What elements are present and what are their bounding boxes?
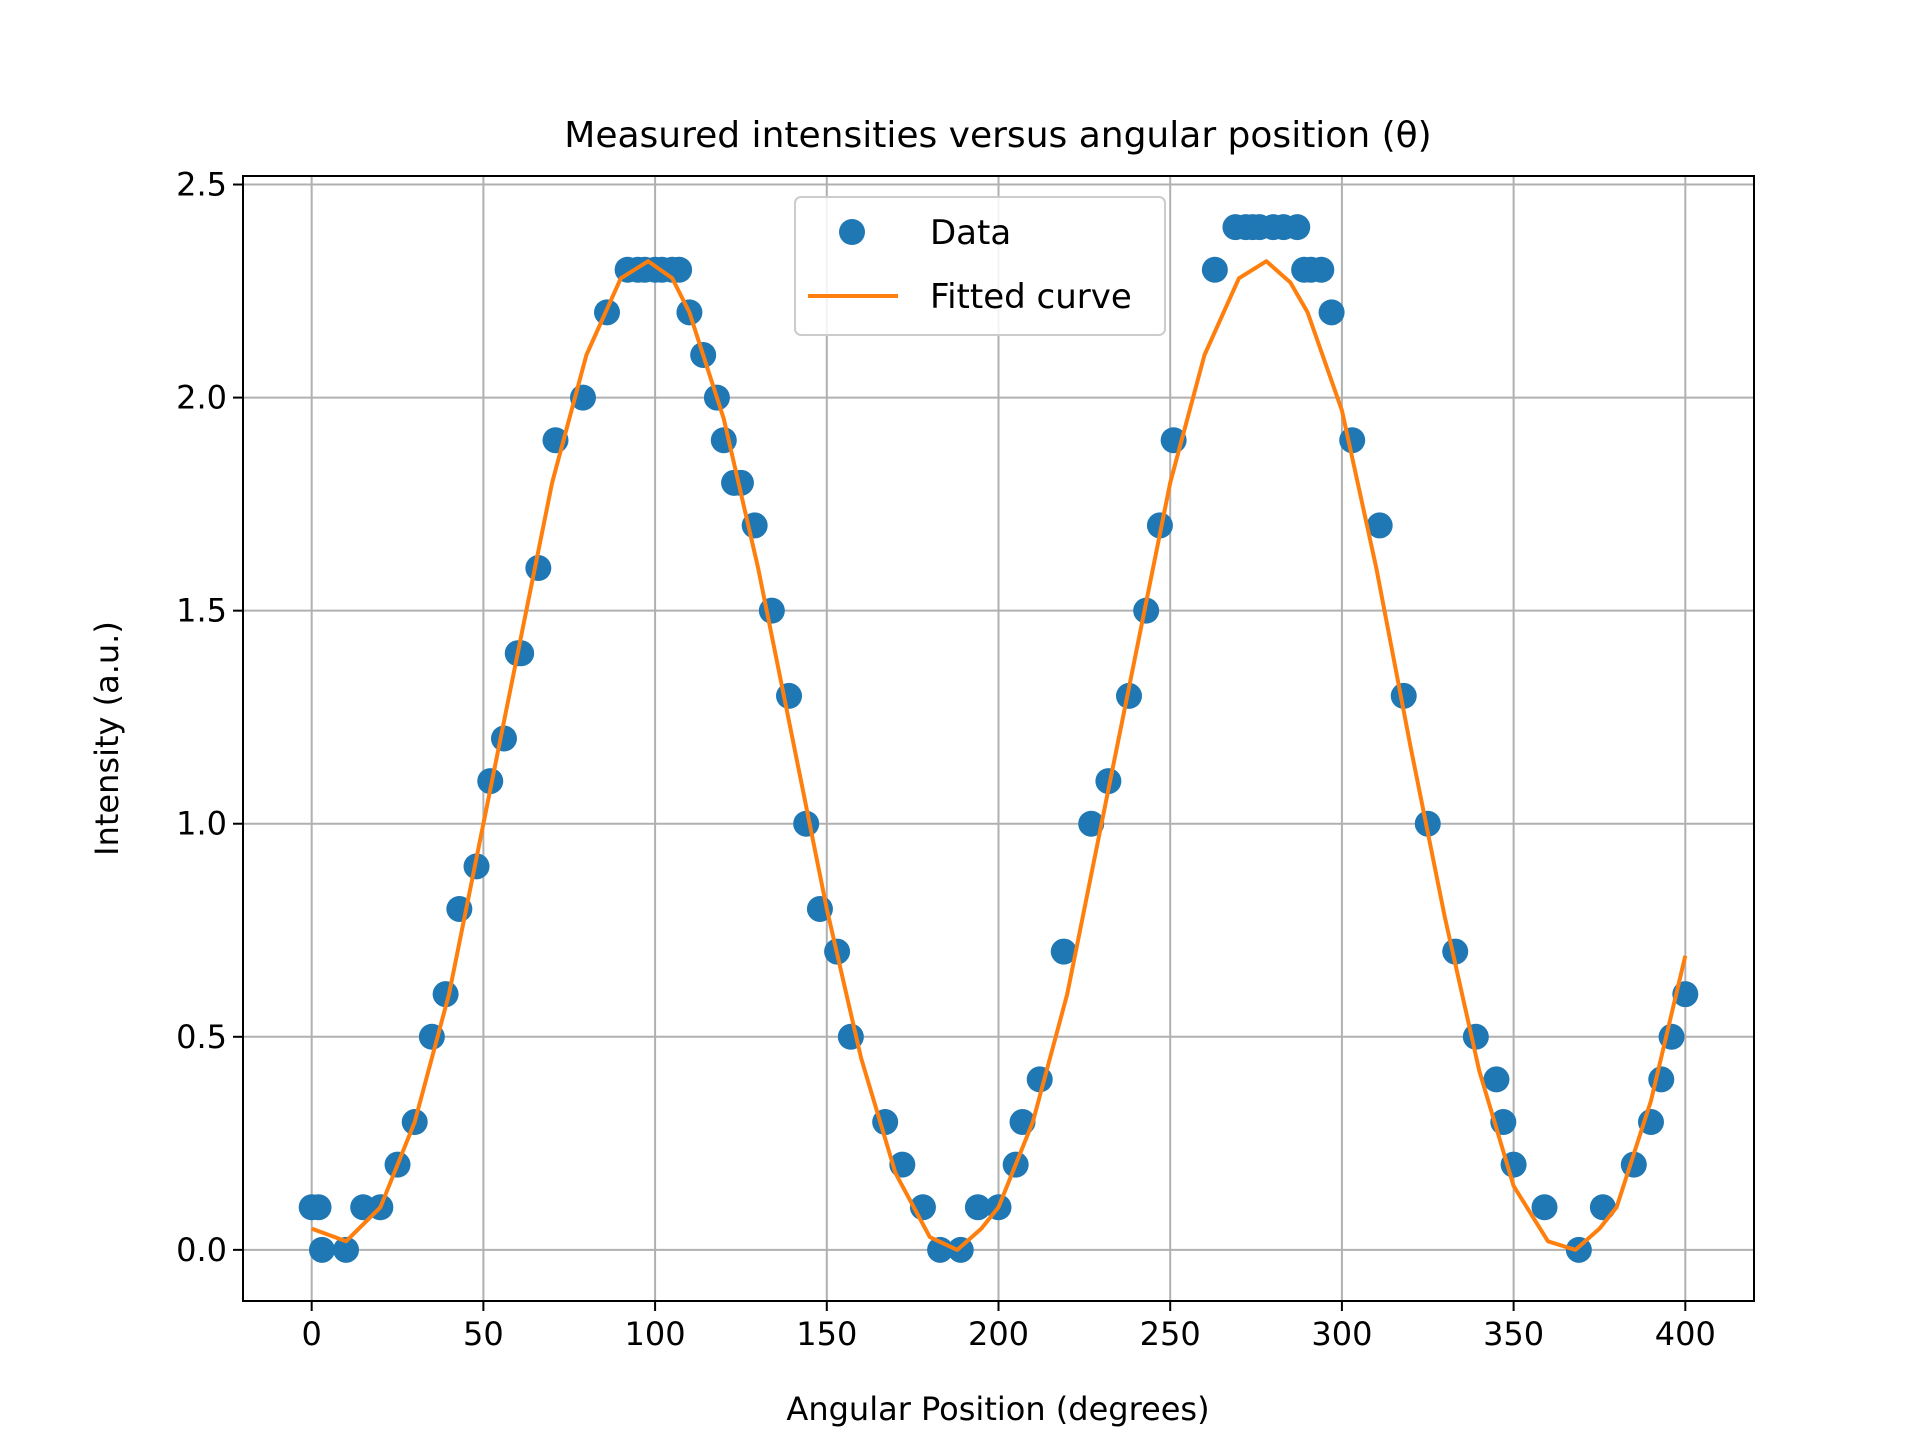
x-tick-label: 0 xyxy=(302,1315,322,1353)
legend-fitted-curve-label: Fitted curve xyxy=(930,277,1132,317)
data-point xyxy=(964,1194,991,1221)
x-tick-label: 200 xyxy=(968,1315,1029,1353)
data-point xyxy=(758,597,785,624)
x-tick-label: 400 xyxy=(1655,1315,1716,1353)
y-tick-label: 0.5 xyxy=(176,1018,227,1056)
data-point xyxy=(1483,1066,1510,1093)
data-point xyxy=(305,1194,332,1221)
data-point xyxy=(1308,256,1335,283)
data-point xyxy=(727,469,754,496)
data-point xyxy=(1589,1194,1616,1221)
y-tick-label: 2.0 xyxy=(176,379,227,417)
data-point xyxy=(1201,256,1228,283)
x-tick-label: 350 xyxy=(1483,1315,1544,1353)
legend: Data Fitted curve xyxy=(794,196,1166,336)
x-tick-label: 150 xyxy=(796,1315,857,1353)
y-axis-label: Intensity (a.u.) xyxy=(88,621,126,856)
data-point xyxy=(1366,512,1393,539)
y-tick-label: 2.5 xyxy=(176,166,227,204)
data-point xyxy=(1462,1023,1489,1050)
y-axis-ticks: 0.0 0.5 1.0 1.5 2.0 2.5 xyxy=(176,166,243,1269)
data-point xyxy=(1026,1066,1053,1093)
x-axis-ticks: 0 50 100 150 200 250 300 350 400 xyxy=(302,1301,1716,1353)
data-point xyxy=(1531,1194,1558,1221)
data-point xyxy=(776,682,803,709)
data-point xyxy=(1078,810,1105,837)
data-point xyxy=(1050,938,1077,965)
x-tick-label: 250 xyxy=(1140,1315,1201,1353)
data-point xyxy=(1442,938,1469,965)
x-tick-label: 300 xyxy=(1311,1315,1372,1353)
chart-title: Measured intensities versus angular posi… xyxy=(564,115,1431,156)
y-tick-label: 0.0 xyxy=(176,1231,227,1269)
legend-data-label: Data xyxy=(930,213,1011,253)
x-tick-label: 100 xyxy=(625,1315,686,1353)
data-points xyxy=(298,214,1699,1263)
data-point xyxy=(1284,214,1311,241)
data-point xyxy=(1318,299,1345,326)
data-point xyxy=(333,1236,360,1263)
grid-lines xyxy=(243,176,1754,1301)
x-tick-label: 50 xyxy=(463,1315,504,1353)
data-point xyxy=(1390,682,1417,709)
plot-frame xyxy=(242,175,1755,1302)
data-point xyxy=(308,1236,335,1263)
x-axis-label: Angular Position (degrees) xyxy=(786,1390,1209,1428)
y-tick-label: 1.0 xyxy=(176,805,227,843)
fitted-curve-line xyxy=(311,259,1688,1252)
legend-box xyxy=(794,196,1166,336)
data-point xyxy=(710,427,737,454)
legend-data-marker xyxy=(839,219,865,245)
y-tick-label: 1.5 xyxy=(176,592,227,630)
